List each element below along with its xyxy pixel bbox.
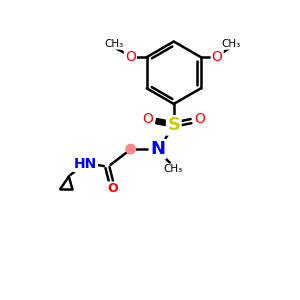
Text: CH₃: CH₃: [164, 164, 183, 174]
Text: O: O: [125, 50, 136, 64]
Text: HN: HN: [74, 157, 97, 171]
Text: S: S: [167, 116, 180, 134]
Text: O: O: [194, 112, 205, 126]
Text: N: N: [150, 140, 165, 158]
Text: O: O: [107, 182, 118, 195]
Circle shape: [126, 144, 135, 154]
Text: O: O: [142, 112, 153, 126]
Text: CH₃: CH₃: [221, 39, 240, 49]
Text: O: O: [212, 50, 223, 64]
Circle shape: [107, 183, 119, 195]
Text: CH₃: CH₃: [104, 39, 124, 49]
